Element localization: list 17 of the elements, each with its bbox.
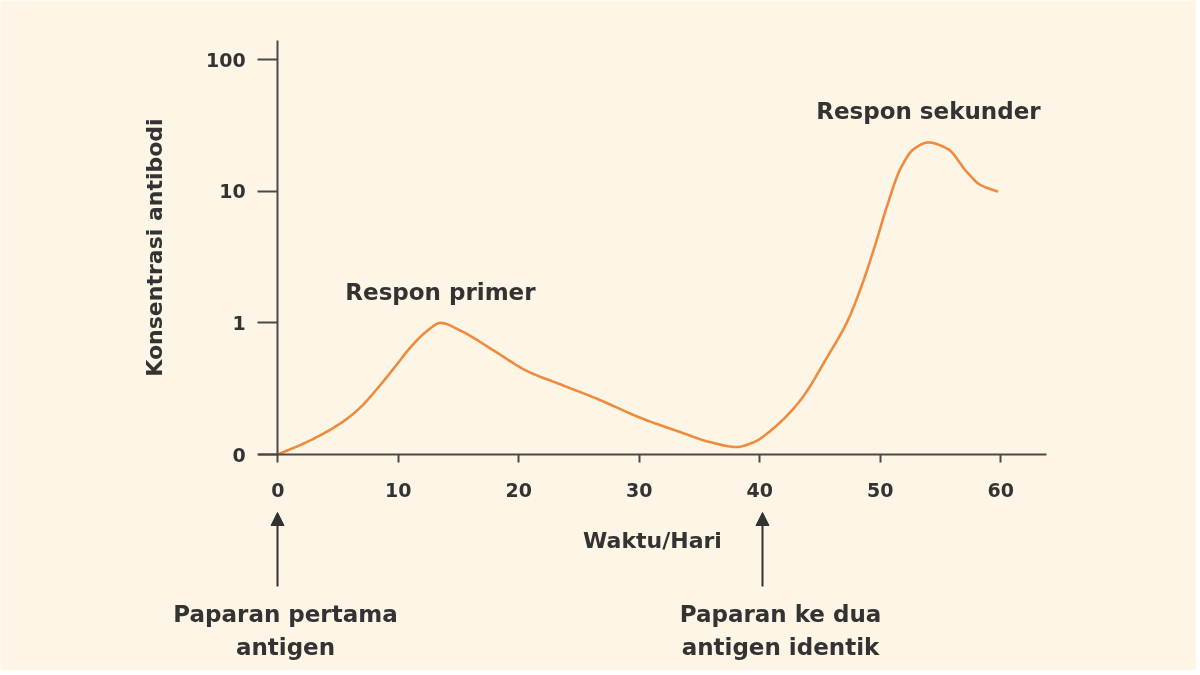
annotation: Respon primer [345,278,537,305]
y-tick-label: 0 [232,443,246,466]
x-tick-label: 40 [746,478,773,501]
annotation: Respon sekunder [816,98,1042,125]
x-tick-label: 30 [626,478,653,501]
x-tick-label: 60 [987,478,1014,501]
y-tick-label: 10 [219,180,246,203]
y-tick-label: 100 [206,48,246,71]
text: Paparan pertama antigen [173,600,398,661]
y-axis-title: Konsentrasi antibodi [141,118,167,377]
x-tick-label: 0 [271,478,285,501]
y-tick-label: 1 [232,311,246,334]
x-tick-label: 20 [505,478,532,501]
x-tick-label: 10 [385,478,412,501]
text: Paparan ke dua antigen identik [679,600,882,661]
x-axis-title: Waktu/Hari [583,527,722,553]
x-tick-label: 50 [867,478,894,501]
